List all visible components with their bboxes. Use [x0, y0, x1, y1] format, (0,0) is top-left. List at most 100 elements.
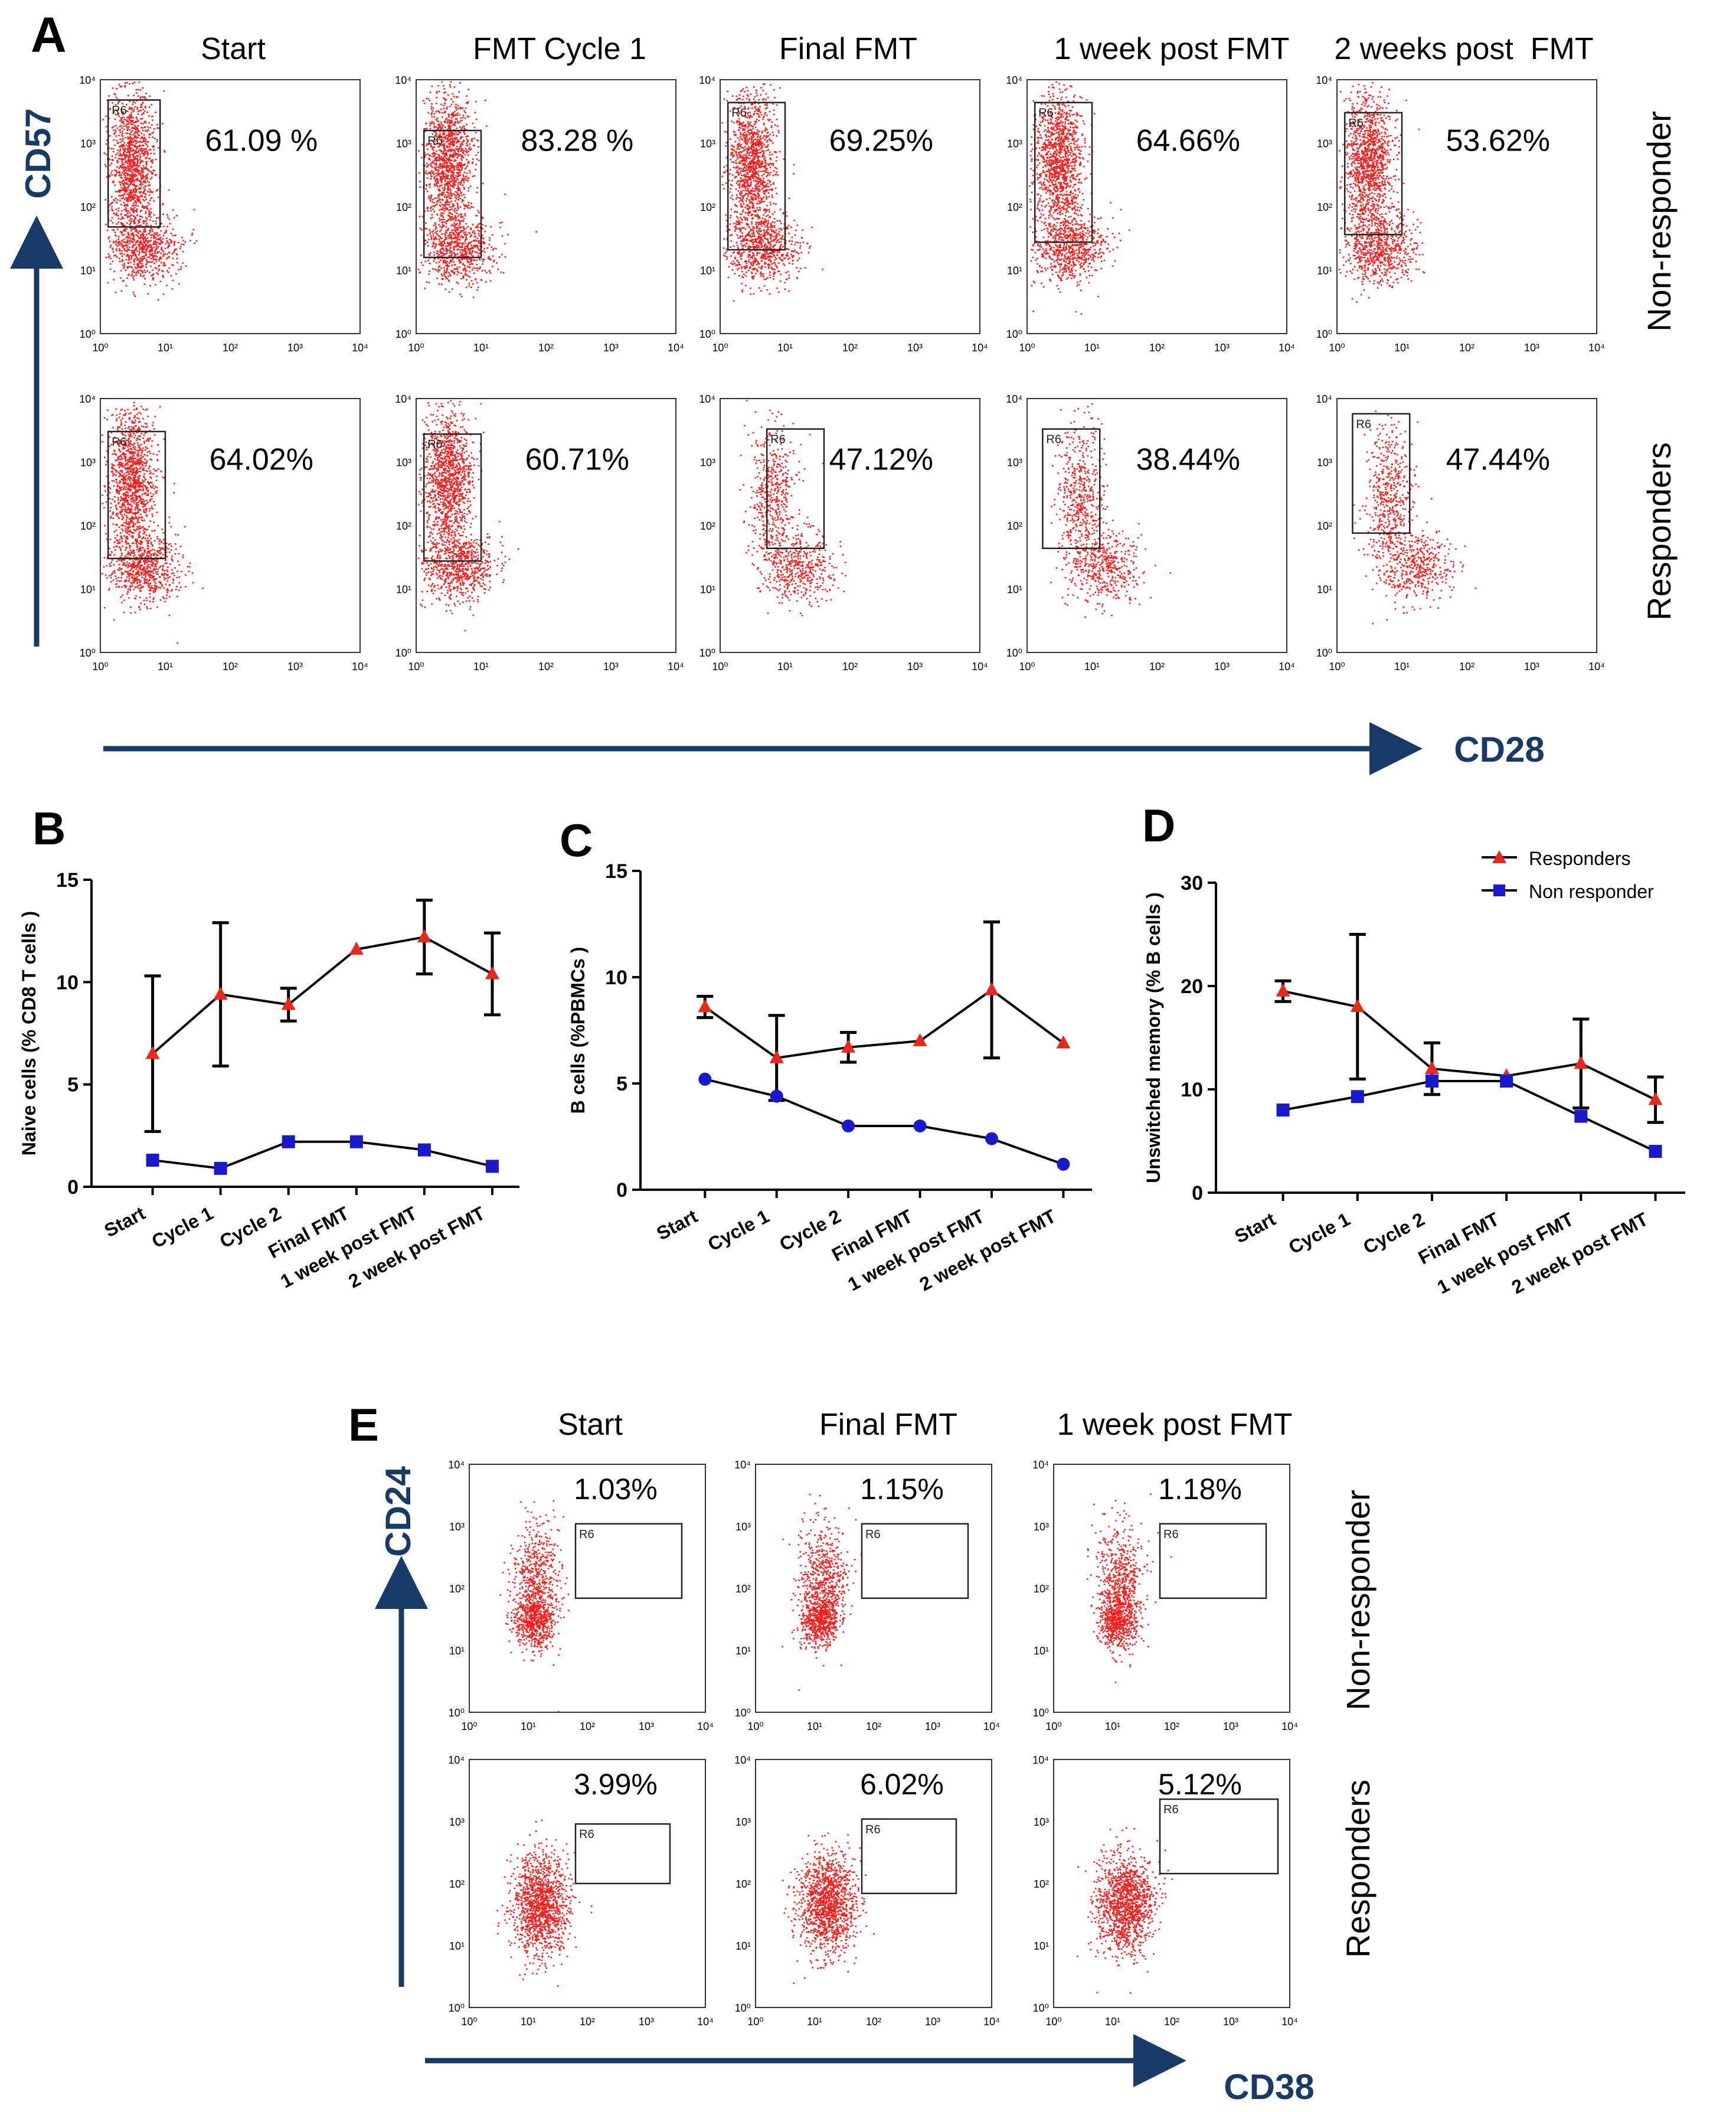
event-dot: [436, 156, 438, 159]
event-dot: [160, 257, 162, 260]
event-dot: [741, 161, 743, 163]
event-dot: [757, 110, 759, 112]
event-dot: [135, 190, 138, 192]
event-dot: [458, 175, 460, 177]
event-dot: [440, 205, 442, 207]
event-dot: [462, 263, 464, 266]
event-dot: [146, 246, 148, 247]
event-dot: [174, 250, 176, 252]
event-dot: [126, 210, 129, 212]
event-dot: [130, 196, 132, 198]
event-dot: [140, 246, 143, 249]
event-dot: [439, 269, 441, 271]
event-dot: [123, 181, 126, 184]
event-dot: [751, 155, 753, 157]
event-dot: [467, 249, 469, 252]
event-dot: [441, 237, 443, 240]
event-dot: [140, 258, 142, 260]
event-dot: [443, 154, 446, 156]
event-dot: [451, 139, 453, 141]
event-dot: [169, 223, 171, 224]
event-dot: [151, 211, 152, 214]
event-dot: [446, 106, 448, 109]
event-dot: [439, 125, 442, 128]
event-dot: [463, 140, 465, 142]
event-dot: [760, 201, 762, 204]
event-dot: [130, 131, 132, 133]
event-dot: [450, 231, 452, 234]
event-dot: [120, 290, 123, 292]
event-dot: [122, 217, 125, 220]
event-dot: [756, 143, 759, 145]
event-dot: [145, 243, 147, 246]
event-dot: [102, 119, 104, 120]
event-dot: [470, 286, 472, 289]
event-dot: [119, 152, 121, 155]
event-dot: [445, 200, 447, 203]
event-dot: [133, 125, 136, 126]
event-dot: [450, 125, 452, 128]
event-dot: [156, 267, 158, 269]
gate-percentage: 83.28 %: [521, 123, 633, 158]
event-dot: [129, 168, 131, 170]
event-dot: [138, 249, 140, 250]
event-dot: [732, 148, 734, 151]
event-dot: [143, 96, 145, 99]
event-dot: [453, 263, 456, 266]
event-dot: [459, 174, 461, 176]
event-dot: [140, 265, 142, 267]
event-dot: [738, 123, 740, 125]
event-dot: [123, 253, 125, 255]
event-dot: [450, 103, 453, 106]
event-dot: [135, 234, 138, 236]
event-dot: [157, 235, 159, 237]
event-dot: [122, 112, 125, 114]
event-dot: [144, 278, 146, 279]
event-dot: [133, 163, 135, 165]
event-dot: [127, 151, 129, 153]
event-dot: [740, 172, 741, 174]
event-dot: [458, 133, 460, 135]
event-dot: [765, 99, 767, 100]
event-dot: [454, 177, 456, 179]
event-dot: [120, 222, 122, 224]
event-dot: [446, 174, 447, 177]
event-dot: [744, 159, 746, 161]
event-dot: [138, 258, 140, 260]
event-dot: [139, 96, 142, 99]
event-dot: [446, 117, 448, 120]
event-dot: [111, 127, 113, 129]
event-dot: [777, 130, 779, 132]
event-dot: [431, 103, 433, 105]
event-dot: [146, 241, 149, 243]
event-dot: [751, 174, 753, 176]
event-dot: [148, 184, 149, 186]
event-dot: [140, 103, 142, 106]
event-dot: [457, 236, 459, 237]
event-dot: [142, 171, 144, 173]
event-dot: [464, 213, 466, 215]
event-dot: [133, 243, 135, 246]
event-dot: [426, 145, 427, 146]
event-dot: [429, 155, 431, 156]
event-dot: [774, 167, 776, 169]
event-dot: [428, 282, 430, 283]
event-dot: [756, 231, 759, 233]
event-dot: [125, 207, 127, 209]
event-dot: [746, 148, 747, 150]
event-dot: [760, 224, 761, 226]
event-dot: [154, 267, 156, 269]
event-dot: [130, 182, 133, 184]
event-dot: [464, 214, 466, 217]
event-dot: [771, 194, 773, 197]
event-dot: [127, 136, 129, 138]
event-dot: [773, 236, 775, 238]
event-dot: [452, 170, 453, 172]
event-dot: [747, 112, 749, 114]
event-dot: [737, 184, 739, 186]
event-dot: [140, 175, 142, 177]
event-dot: [459, 114, 461, 116]
event-dot: [145, 161, 147, 163]
event-dot: [448, 237, 450, 239]
event-dot: [756, 221, 758, 224]
